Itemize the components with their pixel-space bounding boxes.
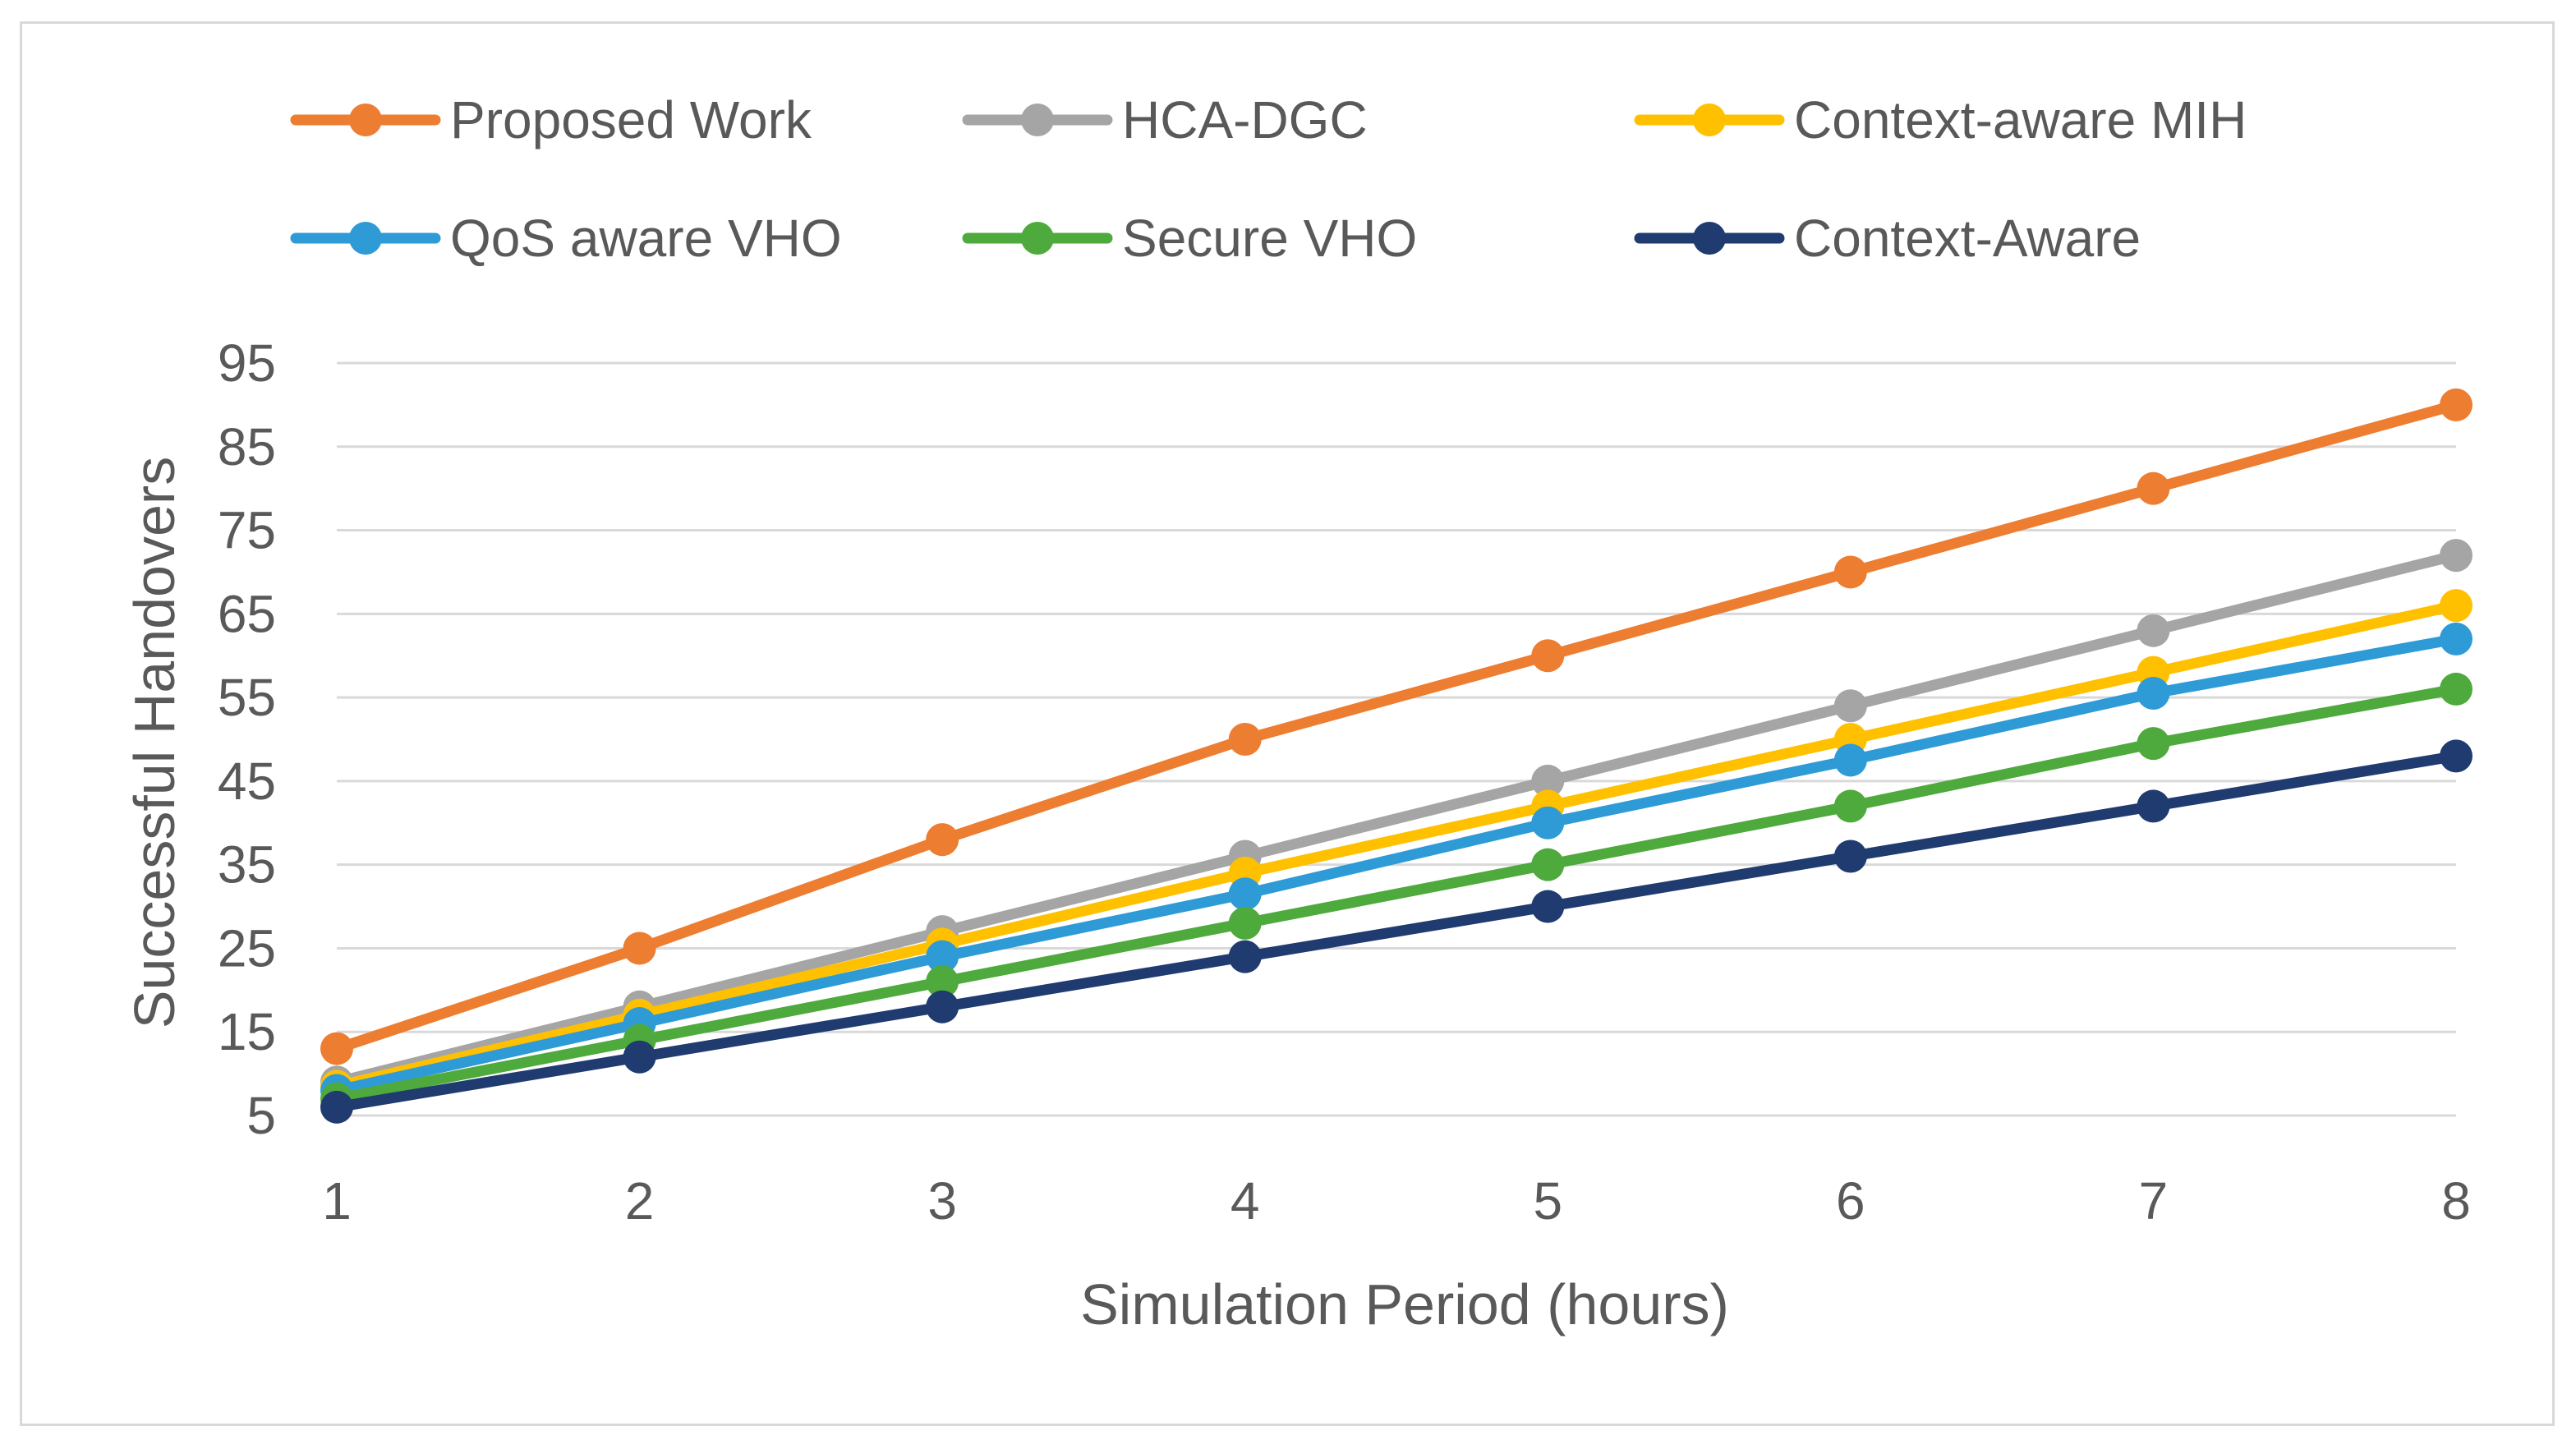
- data-point: [320, 1032, 353, 1065]
- legend-item: Context-aware MIH: [1634, 90, 2247, 150]
- data-point: [1228, 906, 1262, 940]
- data-point: [2440, 539, 2472, 573]
- series-line: [331, 550, 2462, 1088]
- data-point: [1228, 877, 1262, 911]
- series-line: [331, 600, 2462, 1092]
- series-line: [331, 633, 2462, 1096]
- data-point: [320, 1090, 353, 1124]
- x-axis-title: Simulation Period (hours): [1080, 1272, 1729, 1336]
- series-line: [331, 683, 2462, 1105]
- data-point: [1531, 639, 1565, 673]
- legend-item: Secure VHO: [962, 209, 1417, 268]
- data-point: [1531, 806, 1565, 840]
- legend-marker: [1693, 222, 1726, 255]
- x-tick-label: 5: [1533, 1171, 1562, 1230]
- x-tick-label: 4: [1230, 1171, 1260, 1230]
- data-point: [623, 932, 656, 965]
- y-tick-label: 45: [218, 752, 276, 811]
- series-context-aware: [320, 739, 2472, 1124]
- y-tick-label: 95: [218, 334, 276, 393]
- legend-marker: [1021, 104, 1054, 136]
- data-point: [926, 940, 959, 973]
- legend-label: QoS aware VHO: [450, 209, 842, 268]
- x-tick-label: 7: [2139, 1171, 2169, 1230]
- y-tick-label: 35: [218, 835, 276, 895]
- legend-marker: [1693, 104, 1726, 136]
- data-point: [2440, 388, 2472, 421]
- data-point: [926, 990, 959, 1024]
- x-tick-label: 8: [2441, 1171, 2471, 1230]
- data-point: [1531, 764, 1565, 798]
- series-qos-aware-vho: [320, 622, 2472, 1107]
- series-line: [331, 750, 2462, 1113]
- x-tick-label: 3: [927, 1171, 957, 1230]
- data-point: [926, 965, 959, 999]
- x-tick-label: 6: [1836, 1171, 1865, 1230]
- legend-marker: [349, 104, 382, 136]
- legend-label: HCA-DGC: [1122, 90, 1368, 150]
- data-point: [1833, 840, 1867, 873]
- y-tick-label: 75: [218, 501, 276, 560]
- legend-label: Context-Aware: [1794, 209, 2141, 268]
- data-point: [1833, 743, 1867, 777]
- data-point: [1531, 848, 1565, 881]
- y-tick-label: 55: [218, 668, 276, 727]
- y-tick-label: 85: [218, 417, 276, 476]
- series-lines: [320, 388, 2472, 1124]
- legend-marker: [1021, 222, 1054, 255]
- y-tick-label: 15: [218, 1002, 276, 1061]
- x-tick-label: 1: [322, 1171, 352, 1230]
- legend-label: Context-aware MIH: [1794, 90, 2247, 150]
- y-axis-ticks: 5 15 25 35 45 55 65 75 85 95: [218, 334, 276, 1145]
- legend-item: Proposed Work: [290, 90, 812, 150]
- legend-item: QoS aware VHO: [290, 209, 842, 268]
- gridlines: [337, 361, 2456, 1117]
- series-line: [331, 399, 2462, 1055]
- legend: Proposed Work HCA-DGC Context-aware MIH QoS…: [290, 90, 2247, 268]
- data-point: [2137, 614, 2170, 647]
- data-point: [2440, 589, 2472, 623]
- data-point: [1833, 789, 1867, 823]
- legend-label: Proposed Work: [450, 90, 812, 150]
- data-point: [2137, 789, 2170, 823]
- data-point: [2137, 472, 2170, 505]
- data-point: [1833, 689, 1867, 723]
- data-point: [2137, 677, 2170, 711]
- legend-item: HCA-DGC: [962, 90, 1368, 150]
- data-point: [2137, 727, 2170, 761]
- y-tick-label: 5: [246, 1086, 276, 1145]
- legend-item: Context-Aware: [1634, 209, 2141, 268]
- data-point: [1531, 890, 1565, 923]
- legend-marker: [349, 222, 382, 255]
- y-tick-label: 65: [218, 584, 276, 643]
- x-tick-label: 2: [625, 1171, 655, 1230]
- x-axis-ticks: 1 2 3 4 5 6 7 8: [322, 1171, 2471, 1230]
- data-point: [1833, 555, 1867, 589]
- series-proposed-work: [320, 388, 2472, 1065]
- data-point: [1228, 723, 1262, 756]
- legend-label: Secure VHO: [1122, 209, 1417, 268]
- y-tick-label: 25: [218, 918, 276, 978]
- data-point: [2440, 622, 2472, 656]
- data-point: [926, 823, 959, 857]
- data-point: [1228, 940, 1262, 973]
- data-point: [623, 1040, 656, 1074]
- y-axis-title: Successful Handovers: [122, 457, 186, 1028]
- data-point: [2440, 672, 2472, 706]
- data-point: [2440, 739, 2472, 773]
